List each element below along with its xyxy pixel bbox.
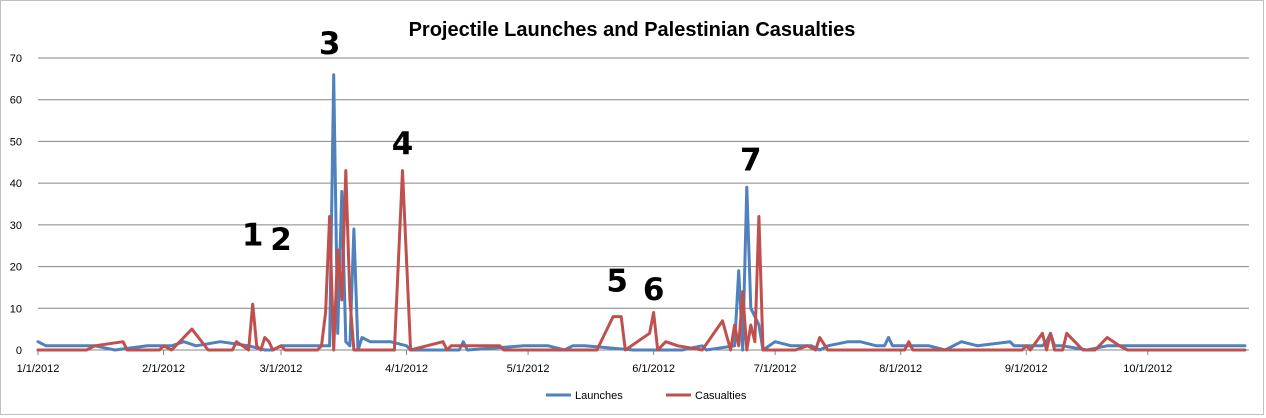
series-lines [36, 73, 1247, 352]
x-tick-label: 5/1/2012 [507, 363, 550, 375]
annotation-label: 3 [319, 26, 341, 62]
x-axis: 1/1/2012 2/1/2012 3/1/2012 4/1/2012 5/1/2012… [17, 349, 1249, 375]
x-tick-label: 9/1/2012 [1005, 363, 1048, 375]
x-tick-label: 8/1/2012 [879, 363, 922, 375]
x-tick-label: 1/1/2012 [17, 363, 60, 375]
legend: Launches Casualties [546, 390, 747, 402]
series-line-casualties [36, 169, 1247, 352]
x-tick-label: 3/1/2012 [260, 363, 303, 375]
series-line-launches [36, 73, 1247, 352]
y-tick-label: 30 [10, 220, 22, 232]
y-tick-label: 60 [10, 95, 22, 107]
y-tick-label: 0 [16, 345, 22, 357]
y-tick-label: 40 [10, 178, 22, 190]
annotation-label: 5 [606, 264, 628, 300]
x-tick-label: 6/1/2012 [632, 363, 675, 375]
legend-label: Casualties [695, 390, 747, 402]
y-tick-label: 50 [10, 136, 22, 148]
x-tick-label: 7/1/2012 [754, 363, 797, 375]
y-axis: 0 10 20 30 40 50 60 70 [10, 53, 22, 357]
annotation-label: 2 [270, 222, 292, 258]
x-tick-label: 2/1/2012 [142, 363, 185, 375]
annotation-label: 6 [643, 272, 665, 308]
legend-label: Launches [575, 390, 623, 402]
chart-title: Projectile Launches and Palestinian Casu… [409, 19, 856, 41]
annotation-label: 1 [242, 218, 264, 254]
gridlines [38, 57, 1249, 309]
annotation-label: 7 [740, 143, 762, 179]
y-tick-label: 20 [10, 262, 22, 274]
y-tick-label: 10 [10, 303, 22, 315]
y-tick-label: 70 [10, 53, 22, 65]
x-tick-label: 10/1/2012 [1123, 363, 1172, 375]
annotation-label: 4 [392, 126, 414, 162]
x-tick-label: 4/1/2012 [385, 363, 428, 375]
